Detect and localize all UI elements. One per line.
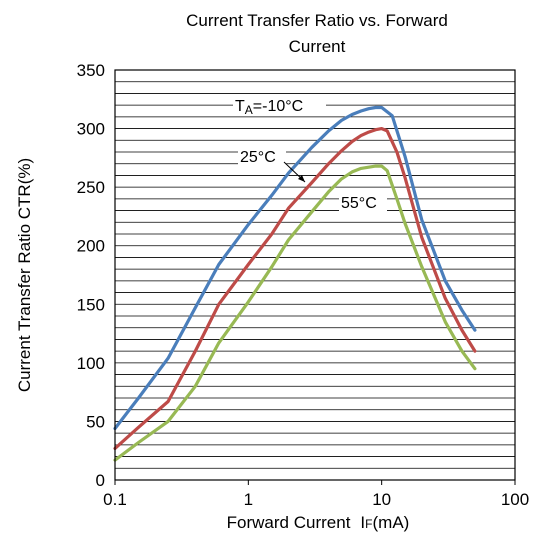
y-tick-label: 250 (77, 178, 105, 197)
annotation-minus10c-sub: A (245, 103, 253, 117)
series-line-1 (113, 105, 477, 431)
grid-layer (114, 81, 516, 485)
x-tick-label: 100 (501, 490, 529, 509)
annotation-layer: TA=-10°C 25°C 55°C (233, 94, 387, 212)
y-axis-title: Current Transfer Ratio CTR(%) (15, 158, 34, 392)
chart-title-line1: Current Transfer Ratio vs. Forward (186, 11, 448, 30)
x-axis-title-subscript: F (365, 517, 372, 531)
y-tick-label: 100 (77, 354, 105, 373)
y-tick-label: 350 (77, 61, 105, 80)
x-axis-title: Forward Current IF(mA) (227, 513, 410, 532)
x-axis-title-text: Forward Current (227, 513, 351, 532)
annotation-25c: 25°C (240, 149, 276, 166)
x-tick-label: 1 (244, 490, 253, 509)
x-tick-label: 10 (372, 490, 391, 509)
plot-frame (114, 69, 516, 481)
annotation-55c: 55°C (341, 195, 377, 212)
annotation-bg-25c (238, 146, 286, 166)
annotation-bg-55c (339, 192, 387, 212)
x-axis-title-symbol: I (360, 513, 365, 532)
annotation-bg-minus10c (233, 94, 326, 115)
y-tick-label: 50 (86, 412, 105, 431)
annotation-minus10c-t: T (235, 98, 245, 115)
series-layer (113, 105, 477, 462)
chart-title-line2: Current (289, 37, 346, 56)
x-tick-label: 0.1 (103, 490, 127, 509)
tick-label-layer: 0 50 100 150 200 250 300 350 0.1 1 10 100 (77, 61, 530, 509)
annotation-25c-arrowhead (298, 175, 305, 182)
y-tick-label: 300 (77, 120, 105, 139)
series-line-2 (113, 127, 477, 450)
series-line-3 (113, 164, 477, 462)
y-tick-label: 0 (96, 471, 105, 490)
y-tick-label: 200 (77, 237, 105, 256)
y-tick-label: 150 (77, 295, 105, 314)
annotation-minus10c-rest: =-10°C (253, 98, 303, 115)
x-axis-title-unit: (mA) (373, 513, 410, 532)
annotation-minus10c: TA=-10°C (235, 98, 303, 117)
